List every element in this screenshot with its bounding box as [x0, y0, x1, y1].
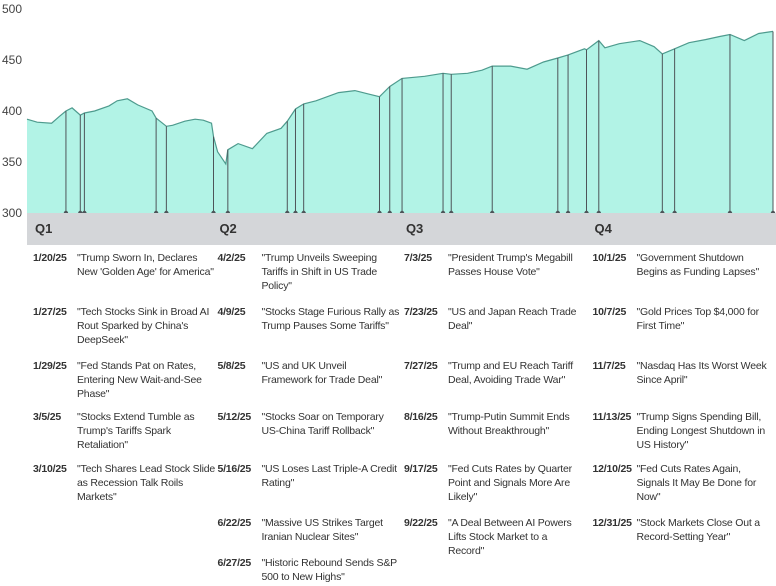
event-headline: "Trump Sworn In, Declares New 'Golden Ag… [77, 252, 214, 278]
event-headline: "US Loses Last Triple-A Credit Rating" [261, 463, 397, 489]
event-headline: "Trump Unveils Sweeping Tariffs in Shift… [261, 252, 378, 292]
event-headline: "Stock Markets Close Out a Record-Settin… [636, 517, 761, 543]
y-tick-label: 450 [2, 53, 22, 67]
event-date: 3/10/25 [33, 463, 67, 475]
event-date: 12/31/25 [592, 517, 632, 529]
event-headline: "Stocks Stage Furious Rally as Trump Pau… [261, 306, 400, 332]
event-date: 5/8/25 [217, 360, 246, 372]
event-date: 4/9/25 [217, 306, 246, 318]
event-headline: "Nasdaq Has Its Worst Week Since April" [636, 360, 767, 386]
quarter-label-q3: Q3 [405, 221, 424, 236]
quarter-band [27, 213, 776, 245]
event-headline: "US and Japan Reach Trade Deal" [447, 306, 577, 332]
event-headline: "Trump-Putin Summit Ends Without Breakth… [447, 411, 570, 437]
event-date: 7/3/25 [403, 252, 432, 264]
event-date: 6/22/25 [217, 517, 252, 529]
y-tick-label: 500 [2, 2, 22, 16]
area-chart: 300 350 400 450 500 [2, 2, 776, 220]
event-date: 5/16/25 [217, 463, 252, 475]
event-headline: "Trump and EU Reach Tariff Deal, Avoidin… [447, 360, 573, 386]
event-date: 10/7/25 [592, 306, 627, 318]
event-date: 11/7/25 [592, 360, 626, 372]
event-date: 11/13/25 [592, 411, 632, 423]
event-headline: "Government Shutdown Begins as Funding L… [636, 252, 760, 278]
event-date: 5/12/25 [217, 411, 252, 423]
event-headline: "US and UK Unveil Framework for Trade De… [261, 360, 383, 386]
y-tick-label: 300 [2, 206, 22, 220]
event-headline: "Stocks Soar on Temporary US-China Tarif… [261, 411, 384, 437]
event-headline: "Stocks Extend Tumble as Trump's Tariffs… [77, 411, 195, 451]
event-headline: "Tech Stocks Sink in Broad AI Rout Spark… [77, 306, 210, 346]
event-date: 7/23/25 [403, 306, 438, 318]
event-headline: "Massive US Strikes Target Iranian Nucle… [261, 517, 383, 543]
event-headline: "A Deal Between AI Powers Lifts Stock Ma… [447, 517, 572, 557]
event-headline: "Fed Cuts Rates by Quarter Point and Sig… [447, 463, 572, 503]
quarter-label-q4: Q4 [594, 221, 612, 236]
quarter-label-q1: Q1 [35, 221, 53, 236]
quarter-label-q2: Q2 [219, 221, 237, 236]
event-date: 1/29/25 [33, 360, 67, 372]
event-headline: "Gold Prices Top $4,000 for First Time" [636, 306, 760, 332]
event-date: 6/27/25 [217, 557, 252, 569]
event-date: 1/27/25 [33, 306, 67, 318]
event-date: 8/16/25 [403, 411, 438, 423]
event-headline: "Historic Rebound Sends S&P 500 to New H… [261, 557, 397, 583]
y-tick-label: 400 [2, 104, 22, 118]
event-headline: "Fed Stands Pat on Rates, Entering New W… [77, 360, 202, 400]
event-date: 9/17/25 [403, 463, 438, 475]
event-date: 10/1/25 [592, 252, 627, 264]
event-headline: "Fed Cuts Rates Again, Signals It May Be… [636, 463, 757, 503]
series-line [26, 30, 774, 166]
event-date: 9/22/25 [403, 517, 438, 529]
event-date: 7/27/25 [403, 360, 438, 372]
event-headline: "Tech Shares Lead Stock Slide as Recessi… [77, 463, 216, 503]
event-date: 12/10/25 [592, 463, 632, 475]
event-headline: "President Trump's Megabill Passes House… [447, 252, 573, 278]
event-headline: "Trump Signs Spending Bill, Ending Longe… [636, 411, 766, 451]
event-date: 3/5/25 [33, 411, 61, 423]
y-tick-label: 350 [2, 155, 22, 169]
event-date: 4/2/25 [217, 252, 246, 264]
event-date: 1/20/25 [33, 252, 67, 264]
area-fill [27, 31, 773, 214]
